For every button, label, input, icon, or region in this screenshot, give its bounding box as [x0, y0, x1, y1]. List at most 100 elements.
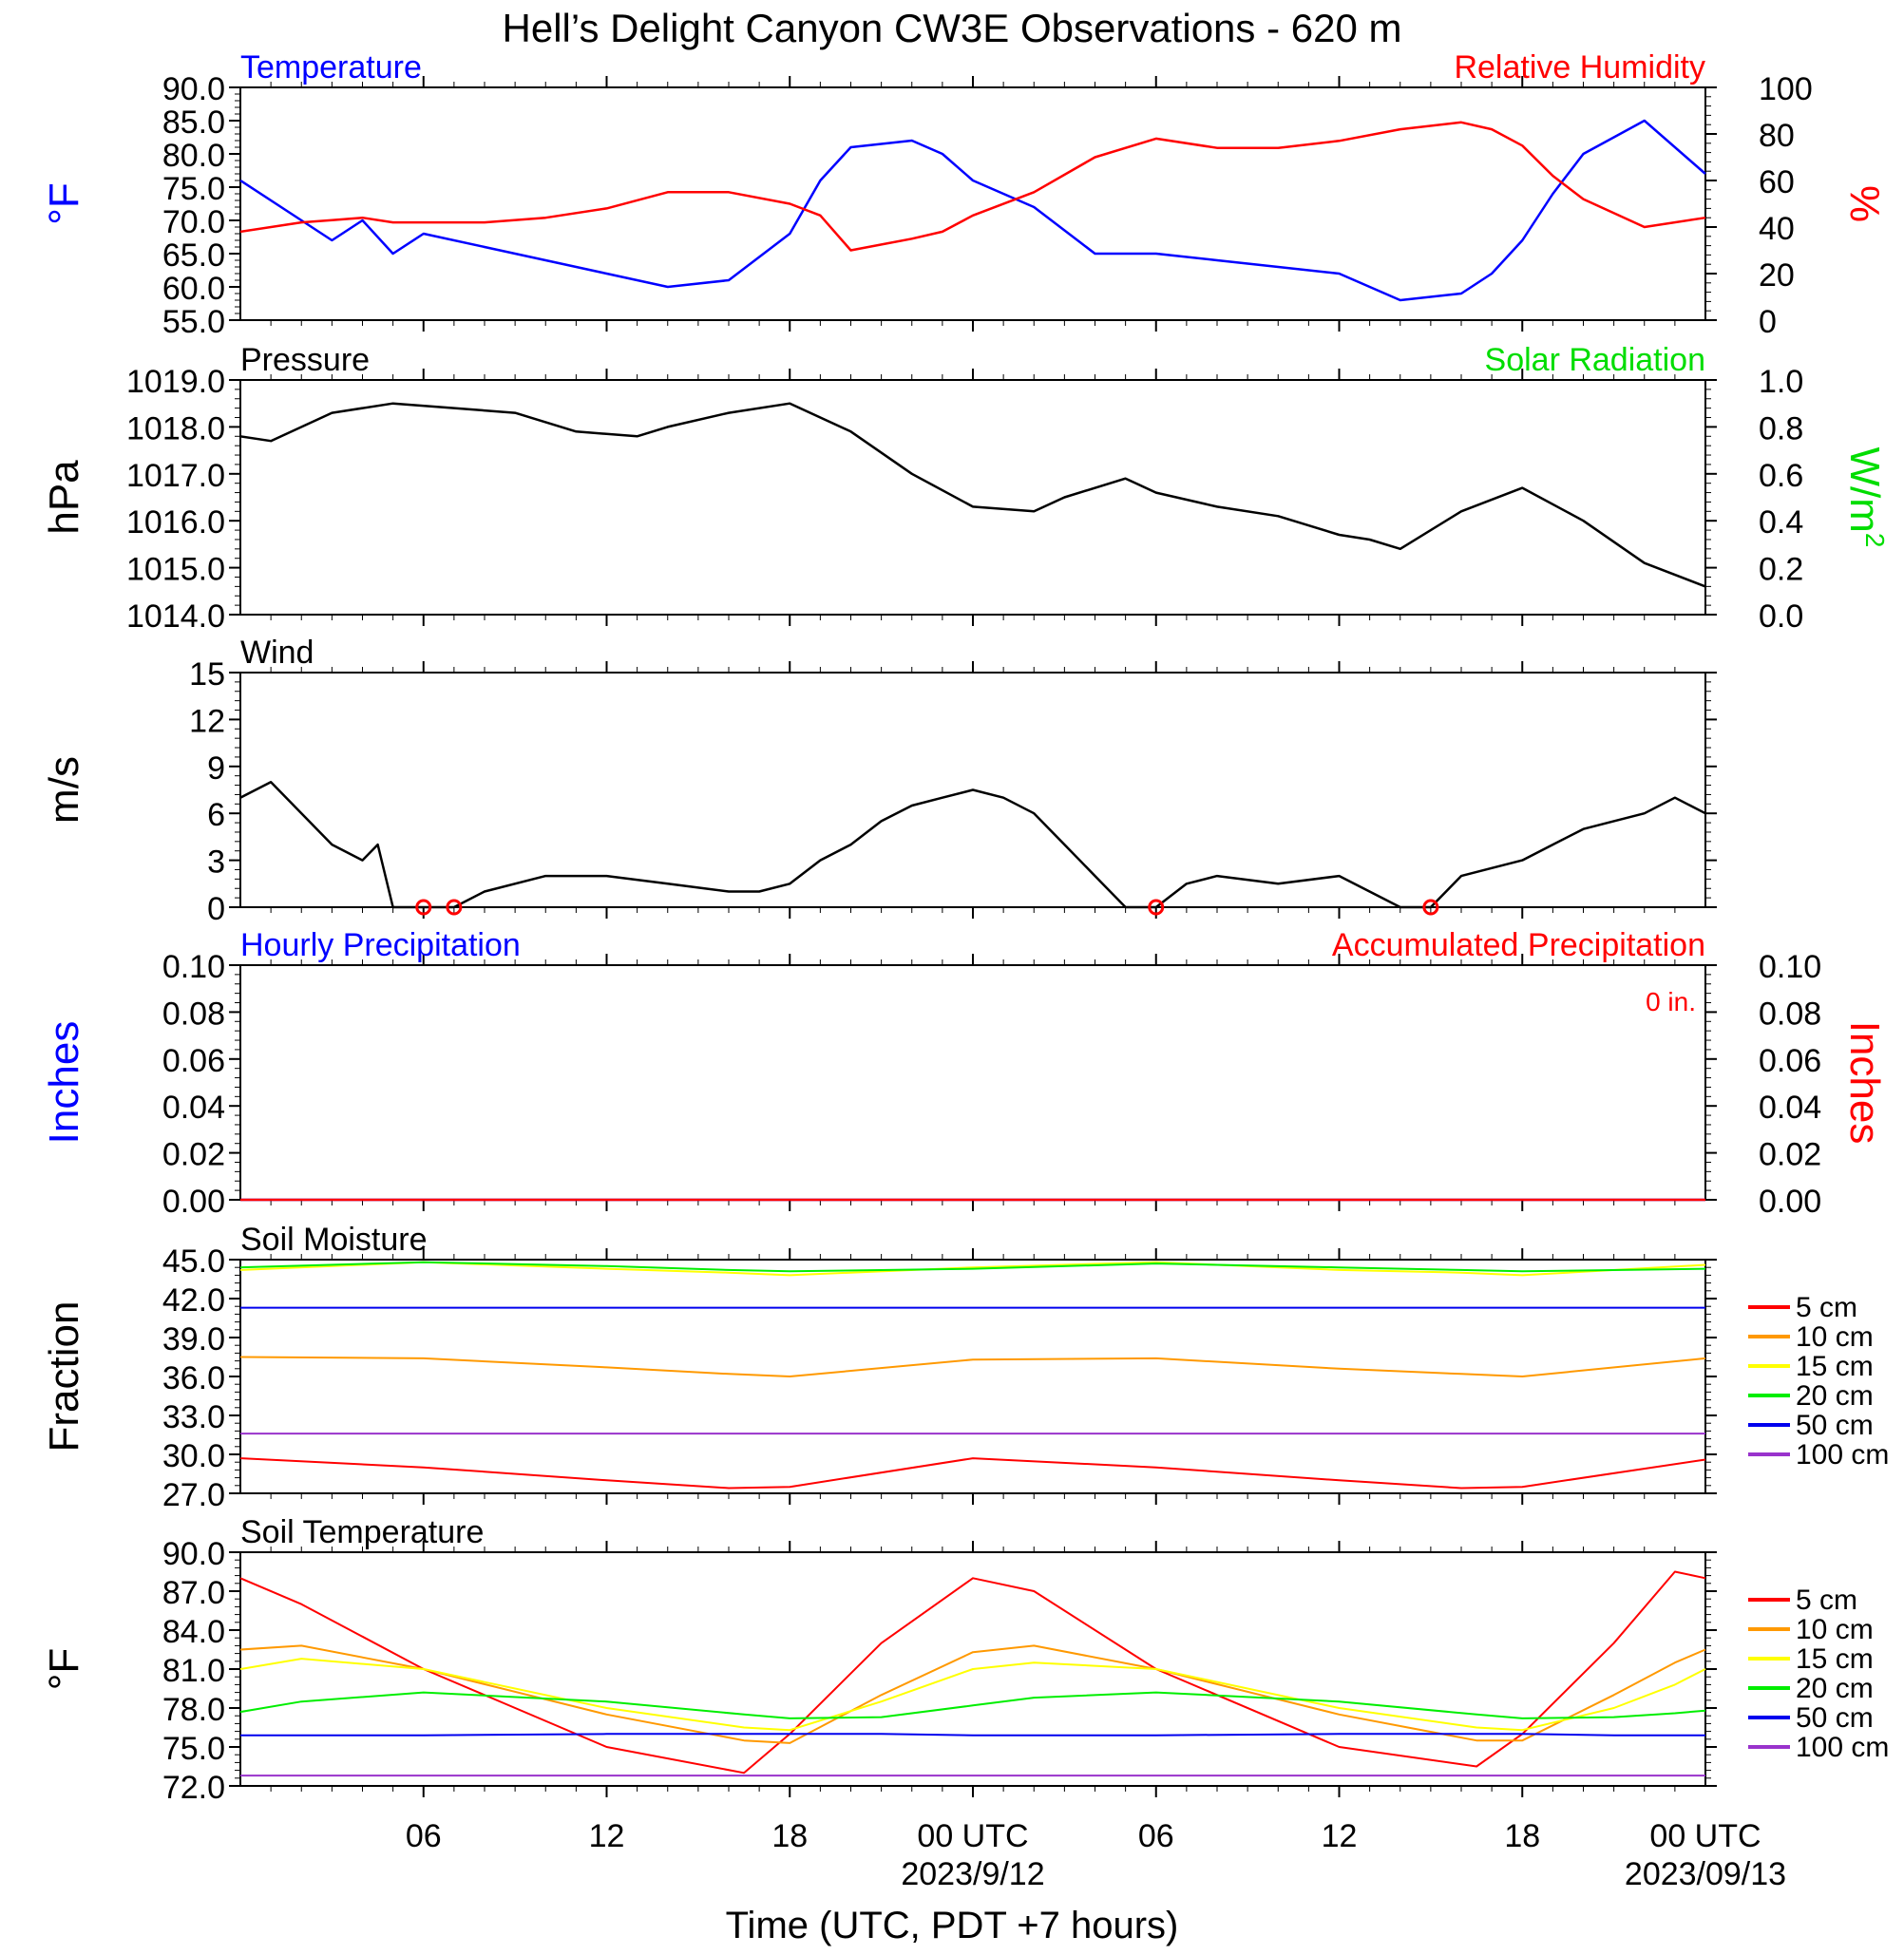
legend-label: 10 cm [1796, 1321, 1874, 1353]
y-tick-label-left: 1018.0 [126, 410, 225, 446]
figure-title: Hell’s Delight Canyon CW3E Observations … [503, 6, 1402, 50]
y-tick-label-left: 90.0 [162, 1536, 225, 1572]
y-tick-label-left: 27.0 [162, 1477, 225, 1513]
x-tick-label: 06 [406, 1818, 442, 1854]
y-tick-label-left: 1017.0 [126, 458, 225, 494]
y-axis-label-right: W/m2 [1841, 447, 1890, 548]
y-tick-label-left: 72.0 [162, 1770, 225, 1806]
y-tick-label-right: 0 [1759, 304, 1777, 340]
y-tick-label-left: 0 [207, 891, 225, 927]
y-tick-label-left: 36.0 [162, 1360, 225, 1396]
y-tick-label-right: 0.04 [1759, 1090, 1821, 1126]
legend-label: 5 cm [1796, 1292, 1857, 1323]
y-tick-label-left: 42.0 [162, 1282, 225, 1319]
x-tick-label: 18 [1504, 1818, 1540, 1854]
y-axis-label-left: Inches [41, 1021, 87, 1145]
y-tick-label-left: 0.06 [162, 1043, 225, 1079]
panel-title-right: Accumulated Precipitation [1332, 927, 1705, 963]
legend-label: 15 cm [1796, 1643, 1874, 1675]
y-axis-label-left: °F [41, 1648, 87, 1690]
y-tick-label-left: 87.0 [162, 1575, 225, 1611]
legend-label: 100 cm [1796, 1439, 1889, 1471]
panel-title-right: Relative Humidity [1454, 49, 1705, 85]
y-tick-label-right: 20 [1759, 257, 1795, 294]
y-tick-label-left: 84.0 [162, 1614, 225, 1650]
panel-title-left: Soil Moisture [240, 1222, 428, 1258]
y-tick-label-left: 6 [207, 797, 225, 833]
y-tick-label-right: 0.06 [1759, 1043, 1821, 1079]
y-tick-label-left: 0.10 [162, 949, 225, 985]
x-date-label: 2023/9/12 [901, 1856, 1044, 1892]
calm-wind-marker [1148, 899, 1165, 916]
legend-label: 10 cm [1796, 1614, 1874, 1645]
y-tick-label-left: 81.0 [162, 1653, 225, 1689]
y-tick-label-left: 15 [189, 656, 225, 693]
panel-title-left: Hourly Precipitation [240, 927, 521, 963]
y-axis-label-superscript: 2 [1860, 533, 1890, 548]
legend-label: 5 cm [1796, 1585, 1857, 1616]
y-tick-label-right: 60 [1759, 164, 1795, 200]
legend-label: 15 cm [1796, 1351, 1874, 1382]
y-tick-label-right: 100 [1759, 71, 1813, 107]
series-line-0 [239, 119, 1706, 302]
y-tick-label-left: 9 [207, 750, 225, 787]
x-tick-label: 00 UTC [1649, 1818, 1761, 1854]
panel-soil-temp: 90.087.084.081.078.075.072.0 Soil Tempera… [41, 1514, 1889, 1806]
y-tick-label-left: 0.08 [162, 996, 225, 1032]
y-tick-label-left: 85.0 [162, 104, 225, 141]
y-tick-label-right: 0.0 [1759, 598, 1803, 635]
y-tick-label-left: 75.0 [162, 1731, 225, 1767]
y-tick-label-left: 1019.0 [126, 364, 225, 400]
series-line-0 [239, 781, 1706, 909]
series-line-10-cm [239, 1356, 1706, 1377]
y-tick-label-left: 78.0 [162, 1692, 225, 1728]
y-tick-label-left: 90.0 [162, 71, 225, 107]
y-tick-label-left: 0.04 [162, 1090, 225, 1126]
panel-precip: 0.10 0.08 0.06 0.04 0.02 0.00 0.10 0.08 0.06 0.04… [41, 927, 1888, 1220]
legend-label: 50 cm [1796, 1702, 1874, 1734]
panel-soil-moisture: 45.042.039.036.033.030.027.0 Soil Moistur… [41, 1222, 1889, 1513]
y-tick-label-left: 33.0 [162, 1399, 225, 1435]
series-line-20-cm [239, 1261, 1706, 1273]
y-tick-label-right: 1.0 [1759, 364, 1803, 400]
y-tick-label-left: 1015.0 [126, 552, 225, 588]
x-tick-label: 12 [1322, 1818, 1358, 1854]
panel-title-left: Temperature [240, 49, 422, 85]
panel-title-left: Soil Temperature [240, 1514, 484, 1550]
x-tick-label: 18 [771, 1818, 808, 1854]
series-line-5-cm [239, 1457, 1706, 1490]
y-tick-label-right: 0.6 [1759, 458, 1803, 494]
y-tick-label-left: 39.0 [162, 1321, 225, 1357]
y-axis-label-left: °F [41, 182, 87, 224]
y-tick-label-left: 70.0 [162, 204, 225, 240]
y-tick-label-right: 80 [1759, 118, 1795, 154]
y-tick-label-left: 55.0 [162, 304, 225, 340]
y-tick-label-left: 3 [207, 845, 225, 881]
x-date-label: 2023/09/13 [1625, 1856, 1786, 1892]
panel-wind: 15 12 9 6 3 0 Wind m/s [41, 635, 1717, 927]
y-axis-label-left: hPa [41, 460, 87, 535]
panel-pressure: 1019.0 1018.0 1017.0 1016.0 1015.0 1014.0 1.0 0… [41, 342, 1890, 635]
y-tick-label-right: 0.2 [1759, 552, 1803, 588]
y-tick-label-left: 1014.0 [126, 598, 225, 635]
calm-wind-marker [446, 899, 463, 916]
precip-total-annotation: 0 in. [1646, 987, 1696, 1016]
y-tick-label-right: 0.8 [1759, 410, 1803, 446]
calm-wind-marker [415, 899, 432, 916]
y-tick-label-left: 80.0 [162, 138, 225, 174]
x-axis-label: Time (UTC, PDT +7 hours) [726, 1905, 1179, 1946]
y-axis-label-left: m/s [41, 756, 87, 824]
legend-label: 20 cm [1796, 1380, 1874, 1412]
series-line-50-cm [240, 1733, 1705, 1737]
y-tick-label-left: 75.0 [162, 171, 225, 207]
y-tick-label-right: 0.4 [1759, 504, 1803, 541]
x-tick-label: 06 [1138, 1818, 1174, 1854]
y-tick-label-right: 40 [1759, 211, 1795, 247]
y-tick-label-right: 0.02 [1759, 1137, 1821, 1173]
y-axis-label-right: % [1841, 185, 1888, 222]
y-tick-label-left: 12 [189, 703, 225, 739]
y-tick-label-left: 0.00 [162, 1184, 225, 1220]
y-tick-label-left: 1016.0 [126, 504, 225, 541]
